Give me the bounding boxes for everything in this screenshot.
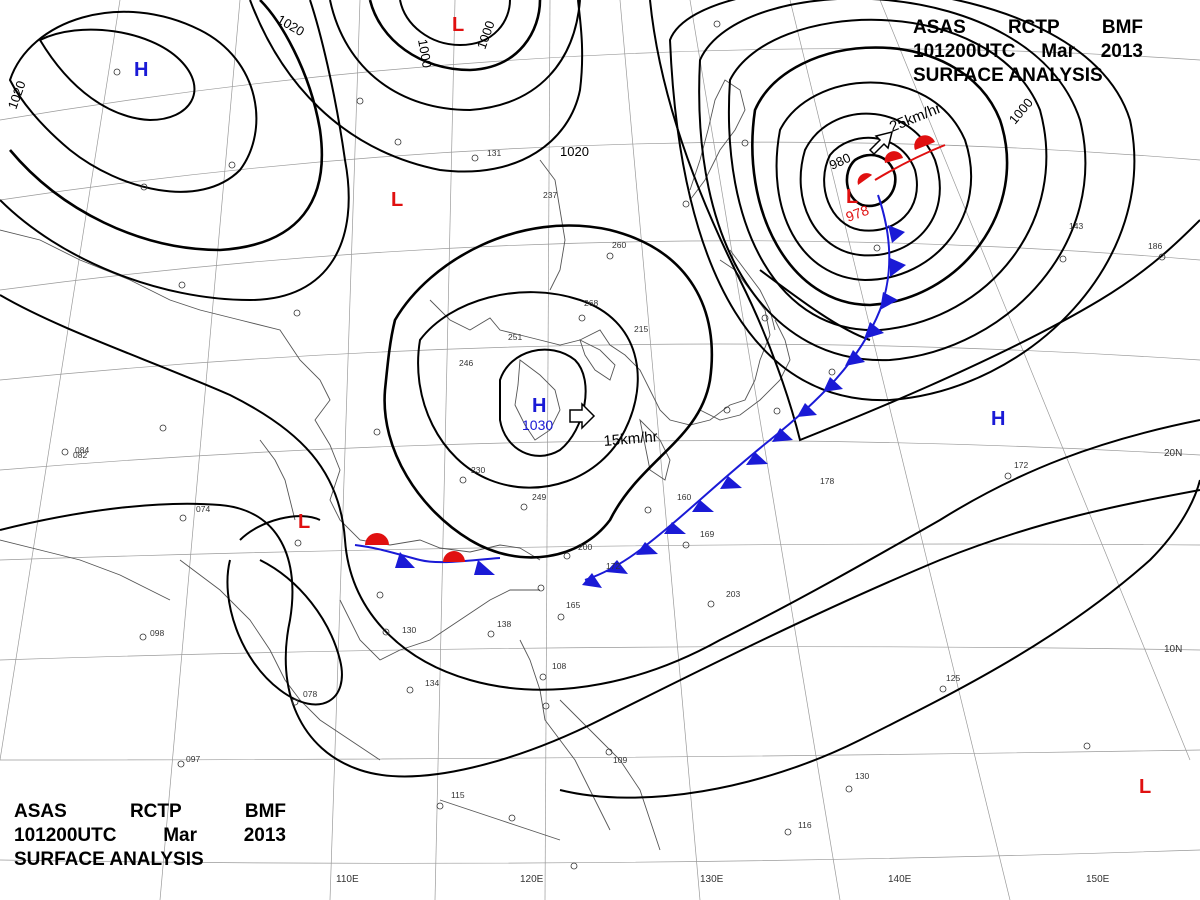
station-value: 131 (487, 148, 501, 158)
isobar-label: 1020 (560, 144, 589, 159)
movement-arrows (569, 130, 894, 430)
coastlines (0, 79, 791, 851)
station-value: 230 (471, 465, 485, 475)
station-value: 237 (543, 190, 557, 200)
station-value: 074 (196, 504, 210, 514)
station-value: 078 (303, 689, 317, 699)
header-year: 2013 (1100, 41, 1143, 62)
header-year: 2013 (243, 825, 286, 846)
station-value: 130 (855, 771, 869, 781)
header-product: ASAS (14, 801, 67, 822)
header-month: Mar (1041, 41, 1075, 62)
lon-label: 150E (1086, 874, 1110, 885)
station-value: 215 (634, 324, 648, 334)
isobar-label: 1000 (415, 38, 435, 69)
high-center-symbol: H (991, 408, 1005, 430)
high-center-symbol: H (532, 395, 546, 417)
station-value: 143 (1069, 221, 1083, 231)
station-value: 172 (606, 561, 620, 571)
cold-front (584, 194, 891, 581)
lon-label: 120E (520, 874, 544, 885)
low-center-symbol: L (391, 189, 403, 211)
isobars (0, 0, 1200, 799)
header-code: BMF (1101, 17, 1143, 38)
low-center-symbol: L (298, 511, 310, 533)
header-time: 101200UTC (14, 825, 117, 846)
station-plots: 082 131 237 260 268 215 251 246 230 249 … (61, 20, 1166, 870)
lat-label: 10N (1164, 644, 1182, 655)
low-speed-label: 25km/hr (887, 100, 944, 136)
station-value: 109 (613, 755, 627, 765)
isobar-label: 1000 (1006, 95, 1036, 127)
station-value: 249 (532, 492, 546, 502)
pressure-centers: H L L L 978 H 1030 H L L (134, 14, 1151, 798)
low-center-symbol: L (846, 186, 858, 208)
warm-front-pip (443, 551, 465, 562)
high-movement-arrow (569, 402, 596, 430)
warm-front-pip (884, 151, 903, 163)
station-value: 203 (726, 589, 740, 599)
occluded-front-pip (857, 173, 872, 185)
header-product: ASAS (913, 17, 966, 38)
map-header-bottom-left: ASAS RCTP BMF 101200UTC Mar 2013 SURFACE… (14, 800, 286, 872)
low-movement-arrow (868, 130, 894, 156)
station-value: 160 (677, 492, 691, 502)
low-center-symbol: L (1139, 776, 1151, 798)
station-value: 108 (552, 661, 566, 671)
warm-front-pip (914, 135, 935, 150)
station-value: 169 (700, 529, 714, 539)
map-header-top-right: ASAS RCTP BMF 101200UTC Mar 2013 SURFACE… (913, 16, 1143, 88)
station-value: 178 (820, 476, 834, 486)
lat-label: 20N (1164, 448, 1182, 459)
station-value: 115 (451, 790, 465, 800)
station-value: 186 (1148, 241, 1162, 251)
station-value: 260 (612, 240, 626, 250)
header-code: BMF (244, 801, 286, 822)
high-speed-label: 15km/hr (603, 428, 658, 450)
axis-labels: 110E 120E 130E 140E 150E 20N 10N (336, 448, 1182, 885)
station-value: 082 (73, 450, 87, 460)
station-value: 098 (150, 628, 164, 638)
isobar-label: 1020 (275, 12, 308, 39)
station-value: 134 (425, 678, 439, 688)
fronts (354, 135, 946, 588)
low-center-pressure: 978 (844, 202, 872, 225)
isobar-label: 1020 (5, 79, 29, 111)
cold-front-triangles (582, 225, 906, 588)
header-time: 101200UTC (913, 41, 1016, 62)
header-month: Mar (163, 825, 197, 846)
high-center-symbol: H (134, 59, 148, 81)
cold-front-pip (474, 560, 495, 575)
lon-label: 110E (336, 874, 359, 885)
station-value: 084 (75, 445, 89, 455)
station-value: 130 (402, 625, 416, 635)
lon-label: 140E (888, 874, 912, 885)
station-value: 268 (584, 298, 598, 308)
station-value: 165 (566, 600, 580, 610)
station-value: 138 (497, 619, 511, 629)
warm-front (874, 144, 946, 181)
header-station: RCTP (129, 801, 182, 822)
high-center-pressure: 1030 (522, 417, 553, 433)
warm-front-pip (365, 533, 389, 545)
lon-label: 130E (700, 874, 724, 885)
low-center-symbol: L (452, 14, 464, 36)
station-value: 172 (1014, 460, 1028, 470)
station-value: 125 (946, 673, 960, 683)
cold-front-pip (395, 552, 415, 568)
station-value: 251 (508, 332, 522, 342)
header-station: RCTP (1007, 17, 1060, 38)
station-value: 246 (459, 358, 473, 368)
station-value: 097 (186, 754, 200, 764)
station-value: 200 (578, 542, 592, 552)
header-title: SURFACE ANALYSIS (14, 849, 204, 870)
header-title: SURFACE ANALYSIS (913, 65, 1103, 86)
stationary-front (354, 544, 501, 564)
station-value: 116 (798, 820, 812, 830)
